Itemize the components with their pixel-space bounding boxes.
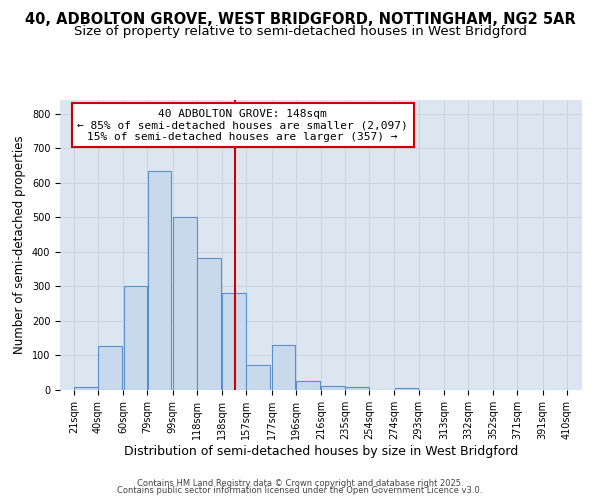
Bar [321,386,345,390]
Bar [98,346,122,390]
Text: Size of property relative to semi-detached houses in West Bridgford: Size of property relative to semi-detach… [74,25,527,38]
Y-axis label: Number of semi-detached properties: Number of semi-detached properties [13,136,26,354]
Bar [247,365,270,390]
Bar [124,286,147,390]
Bar [345,387,369,390]
Bar [74,387,98,390]
Bar [296,380,320,390]
Bar [197,258,221,390]
Text: 40, ADBOLTON GROVE, WEST BRIDGFORD, NOTTINGHAM, NG2 5AR: 40, ADBOLTON GROVE, WEST BRIDGFORD, NOTT… [25,12,575,28]
Bar [395,388,418,390]
Bar [223,294,246,390]
Text: Contains HM Land Registry data © Crown copyright and database right 2025.: Contains HM Land Registry data © Crown c… [137,478,463,488]
Text: Contains public sector information licensed under the Open Government Licence v3: Contains public sector information licen… [118,486,482,495]
Bar [148,171,172,390]
Bar [173,216,197,390]
X-axis label: Distribution of semi-detached houses by size in West Bridgford: Distribution of semi-detached houses by … [124,444,518,458]
Text: 40 ADBOLTON GROVE: 148sqm
← 85% of semi-detached houses are smaller (2,097)
15% : 40 ADBOLTON GROVE: 148sqm ← 85% of semi-… [77,108,408,142]
Bar [272,345,295,390]
